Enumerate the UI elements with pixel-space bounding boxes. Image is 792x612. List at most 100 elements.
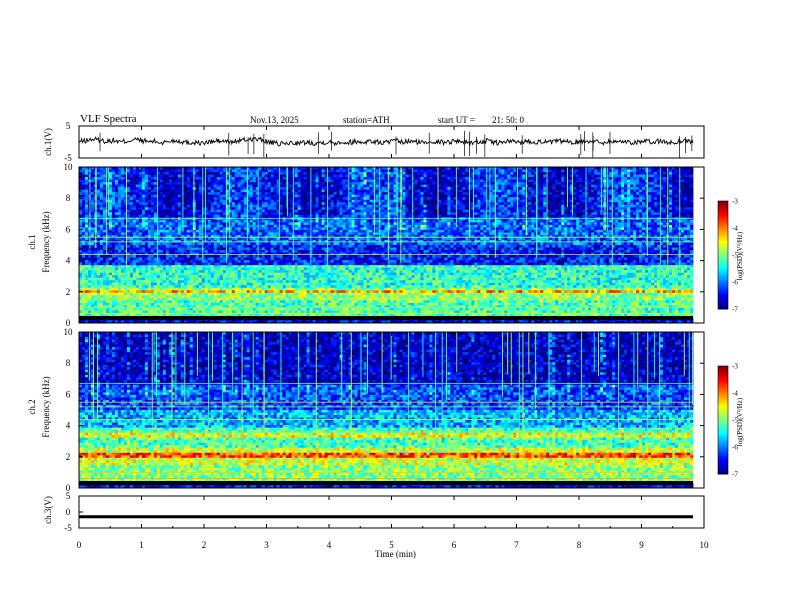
ch1-spectrogram-cell xyxy=(85,263,88,266)
ch1-spectrogram-cell xyxy=(154,270,157,273)
ch1-spectrogram-cell xyxy=(97,182,100,185)
ch1-spectrogram-cell xyxy=(118,212,121,215)
ch1-spectrogram-cell xyxy=(154,295,157,298)
ch1-spectrogram-cell xyxy=(124,303,127,306)
ch1-spectrogram-cell xyxy=(136,290,139,293)
ch1-spectrogram-cell xyxy=(151,258,154,261)
ch1-spectrogram-cell xyxy=(109,305,112,308)
ch1-spectrogram-cell xyxy=(79,242,82,245)
ch1-spectrogram-cell xyxy=(79,293,82,296)
ch1-spectrogram-cell xyxy=(118,248,121,251)
ch1-spectrogram-cell xyxy=(103,200,106,203)
ch1-spectrogram-cell xyxy=(133,182,136,185)
ch1-spectrogram-cell xyxy=(88,285,91,288)
ch1-spectrogram-cell xyxy=(154,290,157,293)
ch1-spectrogram-cell xyxy=(139,215,142,218)
ch1-spectrogram-cell xyxy=(91,215,94,218)
ch1-spectrogram-cell xyxy=(130,245,133,248)
ch1-spectrogram-cell xyxy=(130,285,133,288)
ch1-spectrogram-cell xyxy=(121,303,124,306)
ch1-spectrogram-cell xyxy=(142,187,145,190)
ch1-spectrogram-cell xyxy=(79,298,82,301)
ch1-spectrogram-cell xyxy=(130,197,133,200)
ch1-spectrogram-cell xyxy=(130,187,133,190)
ch1-spectrogram-cell xyxy=(109,175,112,178)
ch1-spectrogram-cell xyxy=(103,285,106,288)
ch1-spectrogram-cell xyxy=(97,240,100,243)
ch1-spectrogram-cell xyxy=(106,303,109,306)
ch1-spectrogram-cell xyxy=(151,200,154,203)
ch1-spectrogram-cell xyxy=(151,232,154,235)
ch1-spectrogram-cell xyxy=(103,298,106,301)
ch1-spectrogram-cell xyxy=(139,300,142,303)
ch1-spectrogram-cell xyxy=(157,303,160,306)
ch1-spectrogram-cell xyxy=(142,202,145,205)
ch1-spectrogram-cell xyxy=(139,182,142,185)
ch1-spectrogram-cell xyxy=(97,212,100,215)
ch1-spectrogram-cell xyxy=(151,255,154,258)
ch1-spectrogram-cell xyxy=(121,230,124,233)
ch1-spectrogram-cell xyxy=(148,200,151,203)
ch1-spectrogram-cell xyxy=(109,237,112,240)
ch1-spectrogram-cell xyxy=(142,263,145,266)
ch1-spectrogram-cell xyxy=(151,295,154,298)
ch1-spectrogram-cell xyxy=(118,207,121,210)
ch1-spectrogram-cell xyxy=(121,310,124,313)
ch1-spectrogram-cell xyxy=(109,225,112,228)
ch1-spectrogram-cell xyxy=(127,250,130,253)
ch1-spectrogram-cell xyxy=(151,202,154,205)
ch1-spectrogram-cell xyxy=(79,240,82,243)
ch1-spectrogram-cell xyxy=(160,215,163,218)
ch1-spectrogram-cell xyxy=(115,240,118,243)
ch1-spectrogram-cell xyxy=(103,170,106,173)
ch1-spectrogram-cell xyxy=(100,215,103,218)
ch1-spectrogram-cell xyxy=(91,175,94,178)
ch1-spectrogram-cell xyxy=(133,298,136,301)
ch1-spectrogram-cell xyxy=(148,180,151,183)
ch1-spectrogram-cell xyxy=(118,275,121,278)
ch1-spectrogram-cell xyxy=(112,200,115,203)
ch1-spectrogram-cell xyxy=(115,280,118,283)
ch1-spectrogram-cell xyxy=(145,192,148,195)
ch1-spectrogram-cell xyxy=(121,308,124,311)
ch1-spectrogram-cell xyxy=(79,278,82,281)
ch1-spectrogram-cell xyxy=(127,303,130,306)
ch1-spectrogram-cell xyxy=(82,305,85,308)
ch1-spectrogram-cell xyxy=(115,285,118,288)
ch1-spectrogram-cell xyxy=(151,290,154,293)
ch1-spectrogram-cell xyxy=(100,170,103,173)
ch1-spectrogram-cell xyxy=(82,248,85,251)
ch1-spectrogram-cell xyxy=(127,240,130,243)
ch1-spectrogram-cell xyxy=(151,263,154,266)
ch1-spectrogram-cell xyxy=(154,248,157,251)
ch1-spectrogram-cell xyxy=(136,182,139,185)
ch1-spectrogram-cell xyxy=(148,230,151,233)
ch1-spectrogram-cell xyxy=(121,185,124,188)
ch1-spectrogram-cell xyxy=(154,263,157,266)
ch1-spectrogram-cell xyxy=(145,280,148,283)
ch1-spectrogram-cell xyxy=(85,303,88,306)
ch1-spectrogram-cell xyxy=(82,268,85,271)
ch1-spectrogram-cell xyxy=(136,298,139,301)
ch1-spectrogram-cell xyxy=(82,263,85,266)
ch1-spectrogram-cell xyxy=(100,285,103,288)
ch1-spectrogram-cell xyxy=(124,300,127,303)
ch1-spectrogram-cell xyxy=(148,227,151,230)
ch1-spectrogram-cell xyxy=(136,195,139,198)
ch1-spectrogram-cell xyxy=(82,255,85,258)
ch1-spectrogram-cell xyxy=(88,278,91,281)
ch1-spectrogram-cell xyxy=(94,295,97,298)
ch1-spectrogram-cell xyxy=(151,195,154,198)
ch1-spectrogram-cell xyxy=(103,190,106,193)
ch1-spectrogram-cell xyxy=(115,270,118,273)
ch1-spectrogram-cell xyxy=(127,180,130,183)
ch1-spectrogram-cell xyxy=(91,187,94,190)
ch1-spectrogram-cell xyxy=(136,258,139,261)
ch1-spectrogram-cell xyxy=(100,225,103,228)
ch1-spectrogram-cell xyxy=(100,283,103,286)
ch1-spectrogram-cell xyxy=(148,248,151,251)
ch1-spectrogram-cell xyxy=(157,280,160,283)
ch1-spectrogram-cell xyxy=(139,278,142,281)
ch1-spectrogram-cell xyxy=(109,205,112,208)
ch1-spectrogram-cell xyxy=(82,278,85,281)
